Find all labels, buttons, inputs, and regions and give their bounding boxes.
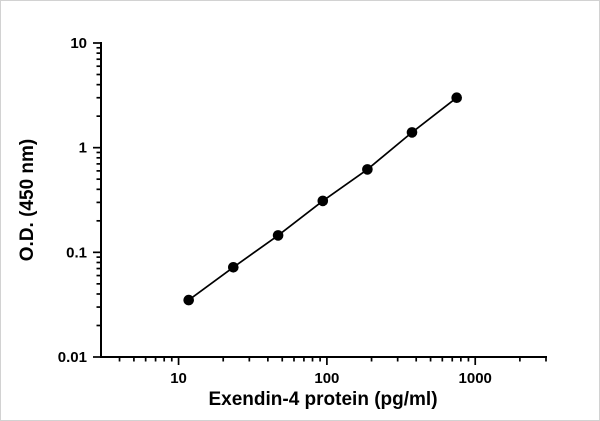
x-axis-title: Exendin-4 protein (pg/ml): [208, 389, 437, 410]
x-tick-label: 10: [170, 370, 187, 387]
data-point: [183, 294, 194, 306]
axes-layer: 10 100 1000 0.01 0.1 1 10: [58, 35, 547, 387]
y-tick-label: 0.1: [66, 244, 87, 261]
data-point: [272, 230, 284, 241]
y-axis-title: O.D. (450 nm): [17, 139, 38, 261]
x-tick-label: 100: [314, 370, 339, 387]
y-tick-label: 10: [70, 35, 87, 52]
y-tick-label: 0.01: [58, 349, 87, 366]
y-tick-label: 1: [79, 140, 87, 157]
data-point: [317, 195, 329, 207]
data-point: [451, 92, 463, 103]
data-series-layer: [183, 92, 463, 306]
data-point: [228, 262, 239, 273]
data-point: [406, 127, 418, 138]
x-tick-label: 1000: [459, 370, 492, 387]
data-point: [362, 164, 373, 175]
